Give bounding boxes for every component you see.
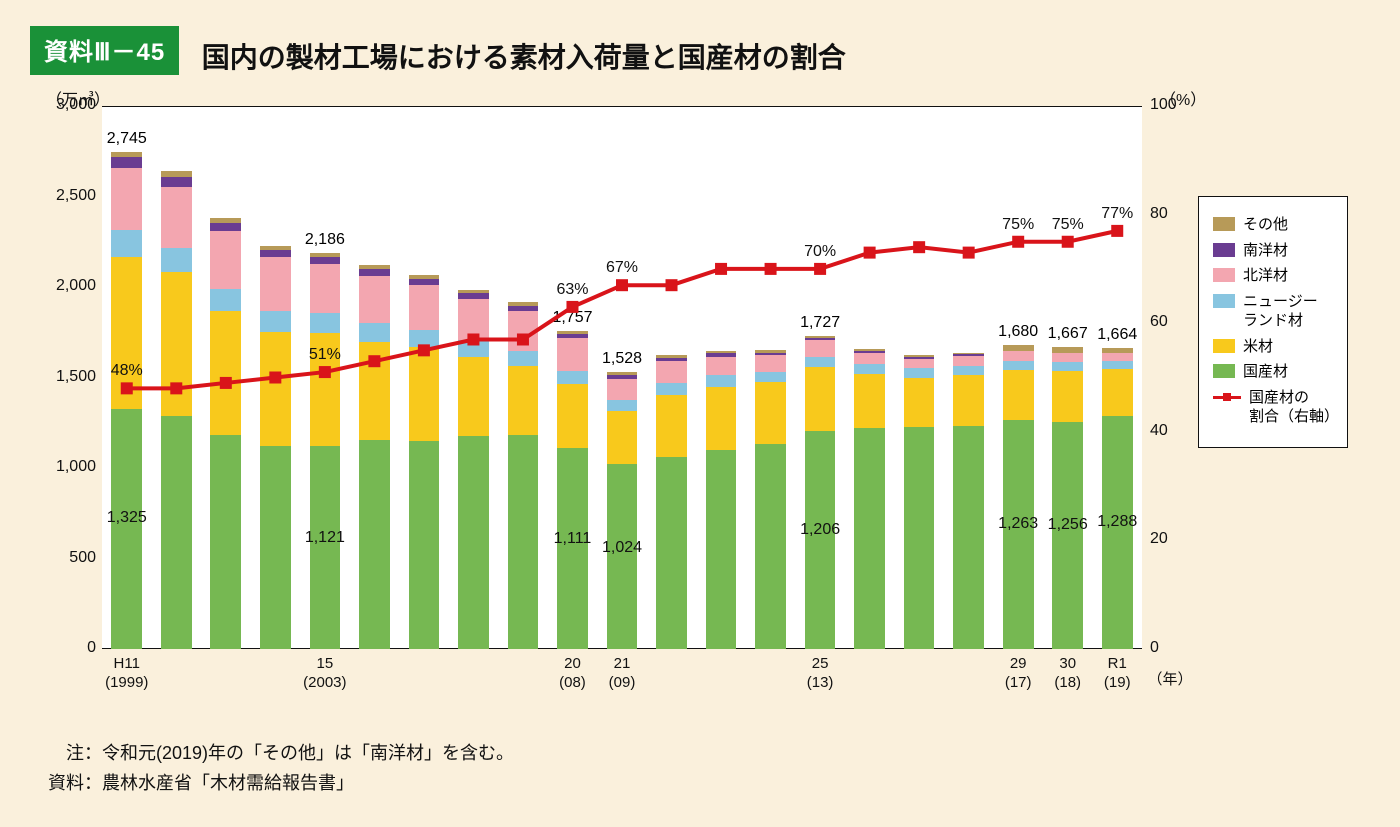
legend-label: 国産材の 割合（右軸） — [1249, 388, 1333, 427]
legend: その他南洋材北洋材ニュージー ランド材米材国産材国産材の 割合（右軸） — [1198, 196, 1348, 448]
legend-item: その他 — [1213, 215, 1333, 235]
ratio-marker — [864, 247, 876, 259]
ratio-marker — [517, 333, 529, 345]
legend-label: ニュージー ランド材 — [1243, 292, 1318, 331]
ratio-percent-label: 48% — [111, 362, 143, 380]
legend-label: 北洋材 — [1243, 266, 1288, 286]
ratio-percent-label: 67% — [606, 259, 638, 277]
ratio-marker — [269, 372, 281, 384]
ratio-marker — [1111, 225, 1123, 237]
ratio-marker — [170, 382, 182, 394]
ratio-marker — [913, 241, 925, 253]
ratio-percent-label: 70% — [804, 243, 836, 261]
legend-label: 国産材 — [1243, 362, 1288, 382]
legend-swatch — [1213, 243, 1235, 257]
ratio-marker — [814, 263, 826, 275]
ratio-percent-label: 75% — [1052, 216, 1084, 234]
legend-item: ニュージー ランド材 — [1213, 292, 1333, 331]
ratio-marker — [715, 263, 727, 275]
ratio-marker — [616, 279, 628, 291]
note-1: 注：令和元(2019)年の「その他」は「南洋材」を含む。 — [48, 738, 514, 769]
ratio-marker — [666, 279, 678, 291]
legend-swatch — [1213, 217, 1235, 231]
ratio-marker — [1012, 236, 1024, 248]
figure-title: 国内の製材工場における素材入荷量と国産材の割合 — [202, 36, 846, 76]
ratio-marker — [963, 247, 975, 259]
legend-item: 国産材 — [1213, 362, 1333, 382]
legend-label: 南洋材 — [1243, 241, 1288, 261]
figure-badge: 資料Ⅲ－45 — [30, 26, 179, 75]
ratio-marker — [765, 263, 777, 275]
legend-line-swatch — [1213, 390, 1241, 404]
ratio-marker — [368, 355, 380, 367]
ratio-marker — [121, 382, 133, 394]
ratio-marker — [418, 344, 430, 356]
legend-swatch — [1213, 294, 1235, 308]
line-layer — [30, 86, 1380, 707]
ratio-percent-label: 75% — [1002, 216, 1034, 234]
ratio-marker — [467, 333, 479, 345]
ratio-percent-label: 51% — [309, 346, 341, 364]
ratio-marker — [1062, 236, 1074, 248]
ratio-marker — [566, 301, 578, 313]
ratio-marker — [220, 377, 232, 389]
legend-item: 米材 — [1213, 337, 1333, 357]
ratio-marker — [319, 366, 331, 378]
legend-label: 米材 — [1243, 337, 1273, 357]
ratio-percent-label: 77% — [1101, 205, 1133, 223]
legend-label: その他 — [1243, 215, 1288, 235]
ratio-percent-label: 63% — [556, 281, 588, 299]
footnotes: 注：令和元(2019)年の「その他」は「南洋材」を含む。 資料：農林水産省「木材… — [48, 738, 514, 799]
legend-item-line: 国産材の 割合（右軸） — [1213, 388, 1333, 427]
chart: （万㎥）（%）05001,0001,5002,0002,5003,0000204… — [30, 86, 1380, 707]
legend-swatch — [1213, 364, 1235, 378]
legend-swatch — [1213, 339, 1235, 353]
note-2: 資料：農林水産省「木材需給報告書」 — [48, 768, 514, 799]
figure-root: 資料Ⅲ－45 国内の製材工場における素材入荷量と国産材の割合 （万㎥）（%）05… — [0, 0, 1400, 827]
legend-item: 南洋材 — [1213, 241, 1333, 261]
legend-item: 北洋材 — [1213, 266, 1333, 286]
legend-swatch — [1213, 268, 1235, 282]
